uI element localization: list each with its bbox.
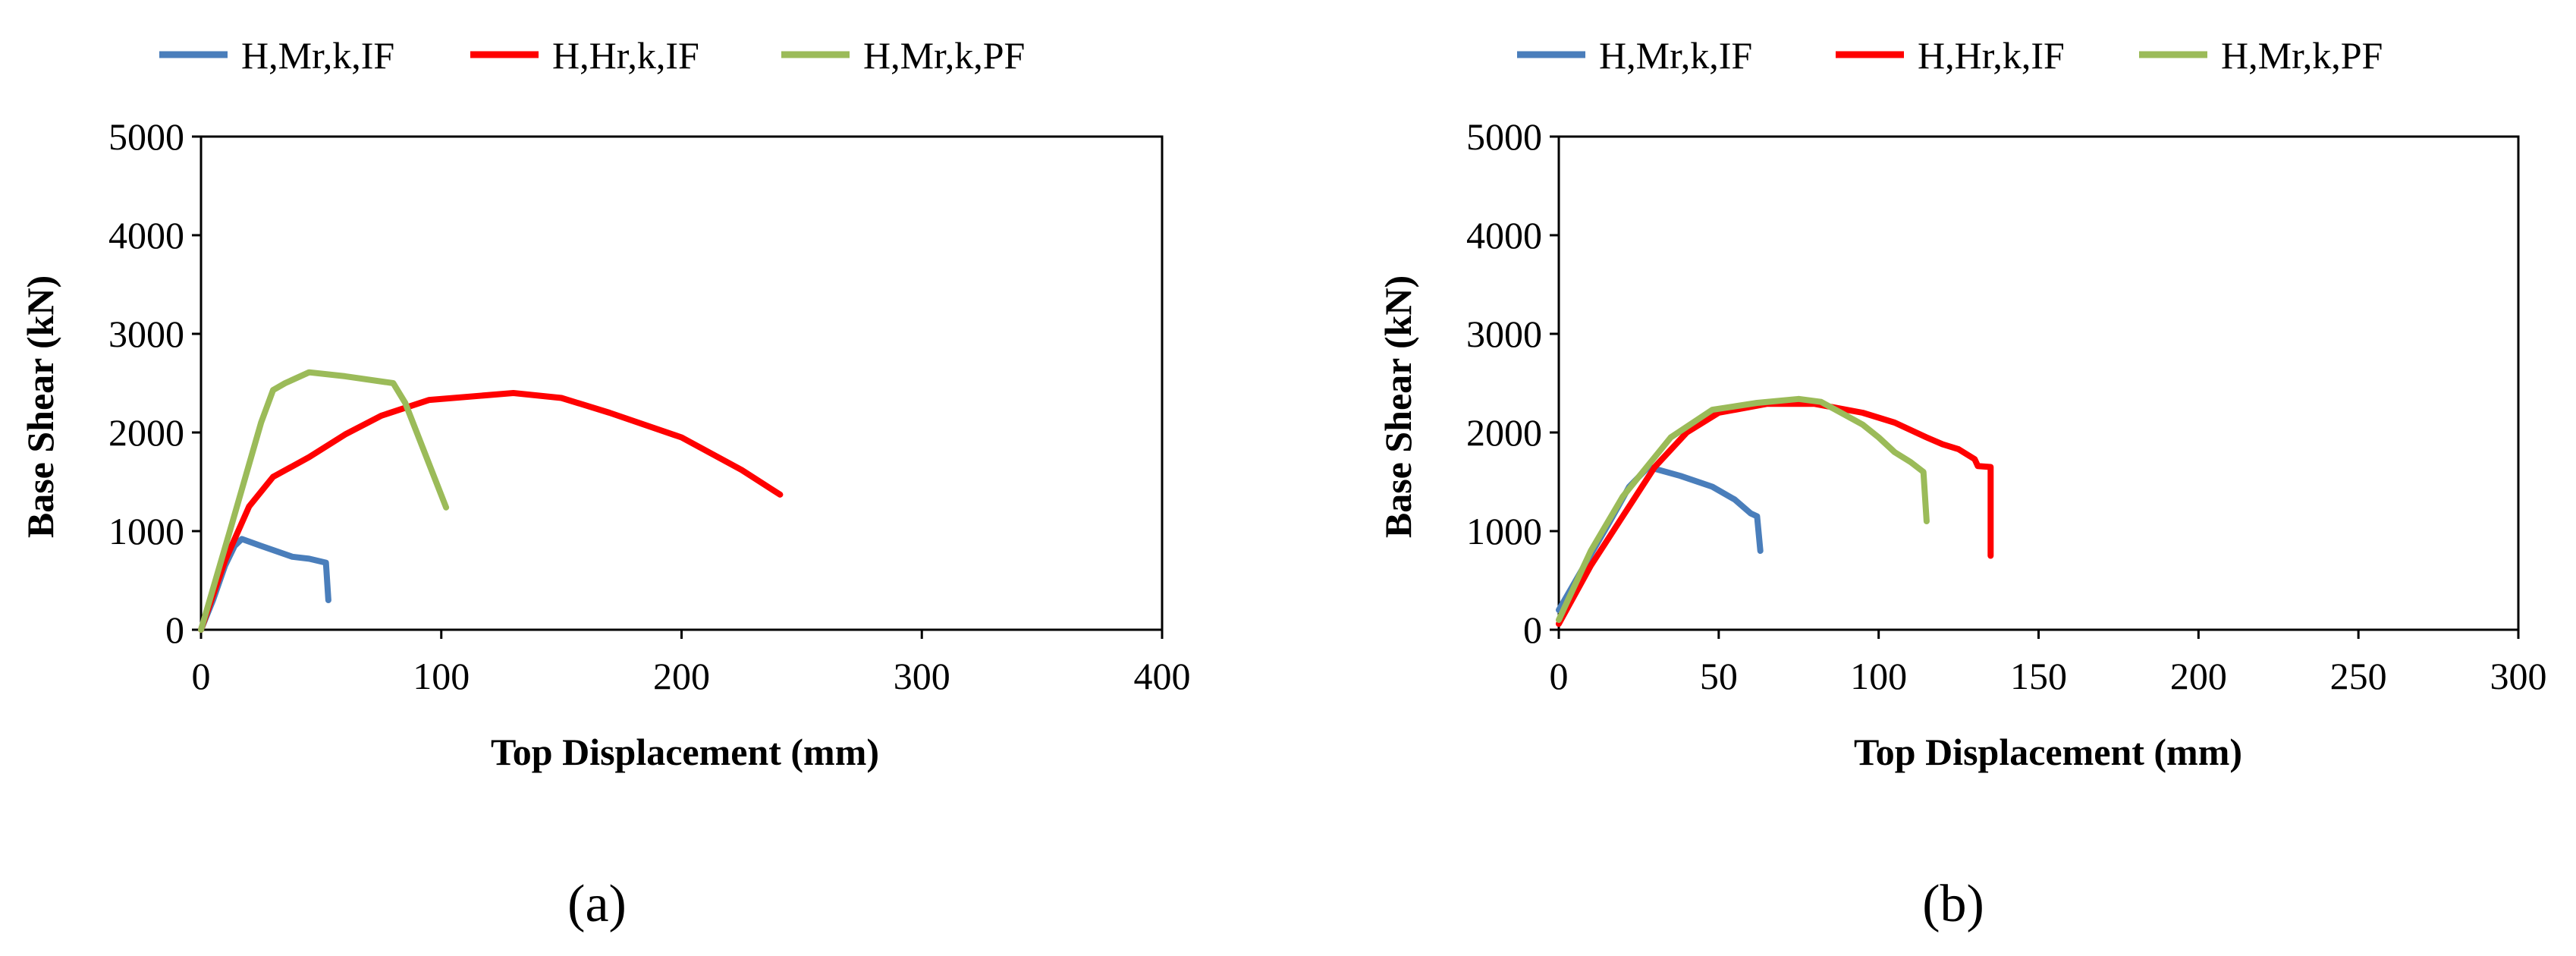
y-axis-title-a: Base Shear (kN) [19,275,61,538]
y-tick-label-a: 4000 [108,214,184,256]
x-tick-label-a: 200 [653,655,710,697]
x-axis-title-a: Top Displacement (mm) [491,731,879,773]
y-tick-label-b: 1000 [1466,510,1542,552]
y-tick-label-b: 3000 [1466,313,1542,355]
y-tick-label-b: 0 [1523,609,1542,651]
x-axis-title-b: Top Displacement (mm) [1854,731,2242,773]
y-tick-label-b: 2000 [1466,411,1542,454]
chart-panel-b: H,Mr,k,IF H,Hr,k,IF H,Mr,k,PF 0100020003… [1377,34,2547,933]
x-tick-label-b: 200 [2170,655,2227,697]
x-tick-label-b: 50 [1700,655,1738,697]
legend-a-label-3: H,Mr,k,PF [863,34,1025,77]
y-tick-label-a: 5000 [108,115,184,158]
x-tick-label-a: 100 [413,655,470,697]
y-tick-label-a: 0 [165,609,184,651]
y-tick-label-a: 3000 [108,313,184,355]
y-tick-label-a: 1000 [108,510,184,552]
y-tick-label-b: 5000 [1466,115,1542,158]
legend-a-label-1: H,Mr,k,IF [241,34,394,77]
panel-label-a: (a) [567,875,627,933]
series-line-b-3 [1556,395,1930,623]
x-tick-label-a: 0 [192,655,211,697]
x-tick-label-a: 400 [1134,655,1191,697]
legend-b: H,Mr,k,IF H,Hr,k,IF H,Mr,k,PF [1517,34,2383,77]
legend-b-label-2: H,Hr,k,IF [1918,34,2065,77]
plot-area-a: 0 1000 2000 3000 4000 5000 0 100 200 300 400 [108,115,1191,697]
x-tick-label-b: 300 [2490,655,2547,697]
chart-panel-a: H,Mr,k,IF H,Hr,k,IF H,Mr,k,PF 0100020003… [19,34,1191,933]
y-tick-label-a: 2000 [108,411,184,454]
series-line-b-2 [1556,401,1994,627]
legend-a: H,Mr,k,IF H,Hr,k,IF H,Mr,k,PF [159,34,1025,77]
y-axis-title-b: Base Shear (kN) [1377,275,1419,538]
plot-area-b: 0 1000 2000 3000 4000 5000 0 50 100 150 200 250 300 [1466,115,2547,697]
legend-a-label-2: H,Hr,k,IF [552,34,699,77]
x-tick-label-b: 150 [2010,655,2067,697]
panel-label-b: (b) [1922,875,1984,933]
legend-b-label-3: H,Mr,k,PF [2221,34,2383,77]
series-line-a-3 [198,369,450,633]
x-tick-label-b: 250 [2330,655,2387,697]
x-tick-label-b: 0 [1550,655,1569,697]
x-tick-label-a: 300 [894,655,950,697]
x-tick-label-b: 100 [1850,655,1907,697]
y-tick-label-b: 4000 [1466,214,1542,256]
legend-b-label-1: H,Mr,k,IF [1599,34,1752,77]
